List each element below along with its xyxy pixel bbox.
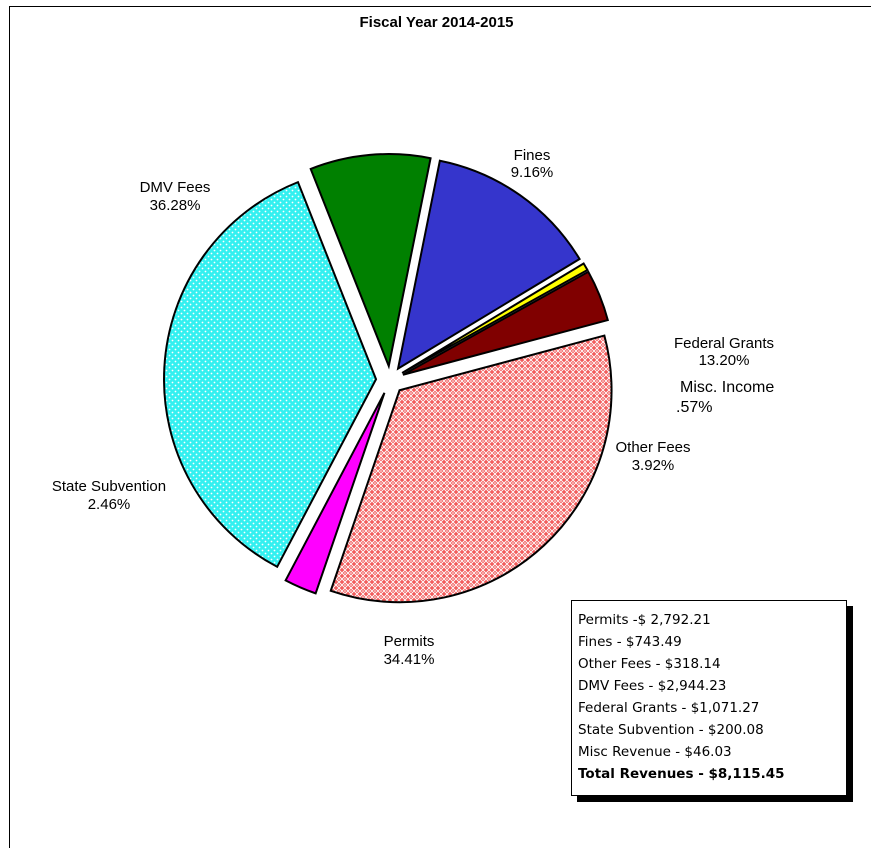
slice-label-other-fees: Other Fees 3.92% (615, 439, 690, 474)
pie-slice-federal-grants (396, 159, 581, 371)
pie-slice-state-subvention (284, 392, 386, 595)
pie-slice-dmv-fees (163, 180, 378, 569)
legend-line-other-fees: Other Fees - $318.14 (578, 656, 721, 672)
legend-box: Permits -$ 2,792.21 Fines - $743.49 Othe… (571, 600, 847, 796)
pie-slice-misc-income (401, 262, 589, 374)
slice-label-misc-income: Misc. Income .57% (676, 379, 774, 416)
slice-label-federal-grants: Federal Grants 13.20% (674, 335, 774, 369)
legend-line-state-subvention: State Subvention - $200.08 (578, 722, 764, 738)
legend-line-permits: Permits -$ 2,792.21 (578, 612, 711, 628)
legend-line-federal-grants: Federal Grants - $1,071.27 (578, 700, 760, 716)
slice-label-dmv-fees: DMV Fees 36.28% (140, 179, 211, 214)
chart-title: Fiscal Year 2014-2015 (359, 14, 514, 31)
pie-slice-other-fees (402, 270, 610, 376)
slice-label-permits: Permits 34.41% (384, 633, 435, 668)
slice-label-state-subvention: State Subvention 2.46% (52, 478, 166, 513)
legend-line-misc-revenue: Misc Revenue - $46.03 (578, 744, 732, 760)
pie-slice-fines (309, 153, 432, 370)
slice-label-fines: Fines 9.16% (511, 147, 554, 181)
legend-line-dmv-fees: DMV Fees - $2,944.23 (578, 678, 727, 694)
legend-line-fines: Fines - $743.49 (578, 634, 682, 650)
chart-frame (9, 6, 871, 848)
pie-slice-permits (329, 334, 613, 604)
legend-line-total: Total Revenues - $8,115.45 (578, 766, 785, 782)
